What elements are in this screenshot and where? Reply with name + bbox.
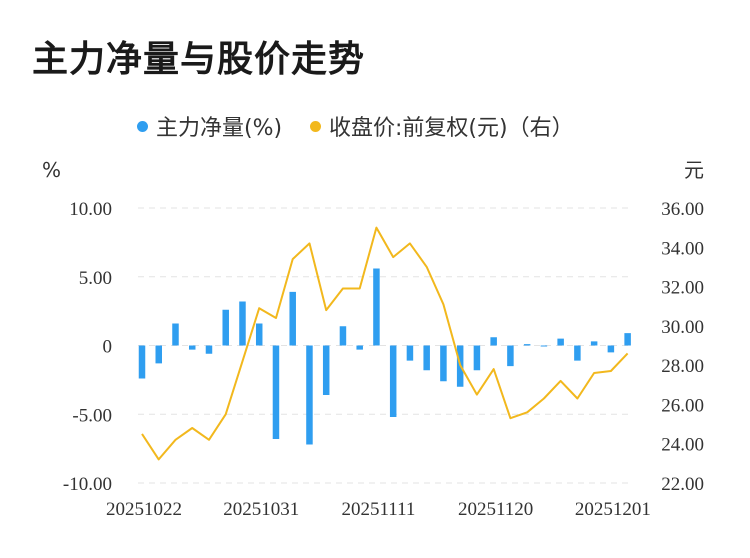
- legend-item-close-price[interactable]: 收盘价:前复权(元)（右）: [310, 110, 574, 142]
- right-tick-label: 22.00: [661, 474, 704, 495]
- right-tick-label: 32.00: [661, 278, 704, 299]
- close-price-line: [141, 226, 629, 461]
- net-volume-bar[interactable]: [172, 323, 179, 346]
- net-volume-bar[interactable]: [523, 344, 531, 346]
- net-volume-bar[interactable]: [473, 345, 481, 371]
- right-tick-label: 26.00: [661, 395, 704, 416]
- net-volume-bar[interactable]: [373, 268, 380, 346]
- x-tick-label: 20251120: [458, 499, 533, 520]
- left-axis-unit: %: [42, 158, 61, 182]
- right-tick-label: 36.00: [661, 199, 704, 220]
- left-tick-label: -10.00: [63, 474, 112, 495]
- net-volume-bar[interactable]: [624, 333, 631, 346]
- net-volume-bar[interactable]: [590, 341, 598, 346]
- net-volume-bar[interactable]: [423, 345, 430, 371]
- legend: 主力净量(%) 收盘价:前复权(元)（右）: [0, 110, 750, 142]
- chart-title: 主力净量与股价走势: [32, 39, 366, 80]
- net-volume-bar[interactable]: [356, 345, 363, 350]
- right-tick-label: 28.00: [661, 356, 704, 377]
- net-volume-bar[interactable]: [272, 345, 280, 440]
- net-volume-bar[interactable]: [339, 326, 347, 346]
- right-tick-label: 34.00: [661, 238, 704, 259]
- x-tick-label: 20251111: [341, 499, 415, 520]
- x-tick-label: 20251031: [223, 499, 299, 520]
- net-volume-bar[interactable]: [440, 345, 447, 382]
- net-volume-bar[interactable]: [188, 345, 196, 350]
- net-volume-bar[interactable]: [222, 309, 229, 346]
- right-tick-label: 30.00: [661, 317, 704, 338]
- right-tick-label: 24.00: [661, 435, 704, 456]
- legend-dot-yellow-icon: [310, 120, 321, 132]
- net-volume-bar[interactable]: [205, 345, 213, 354]
- legend-dot-blue-icon: [137, 120, 148, 132]
- x-tick-label: 20251201: [575, 499, 651, 520]
- net-volume-bar[interactable]: [406, 345, 414, 361]
- left-tick-label: 10.00: [69, 199, 112, 220]
- net-volume-bar[interactable]: [239, 301, 246, 346]
- net-volume-bar[interactable]: [557, 338, 564, 346]
- left-tick-label: -5.00: [72, 405, 112, 426]
- legend-item-net-volume[interactable]: 主力净量(%): [137, 110, 282, 142]
- net-volume-bar[interactable]: [155, 345, 162, 364]
- net-volume-bar[interactable]: [540, 345, 548, 347]
- left-tick-label: 0: [103, 337, 113, 358]
- left-tick-label: 5.00: [79, 268, 112, 289]
- net-volume-bar[interactable]: [574, 345, 581, 361]
- legend-label-net-volume: 主力净量(%): [156, 116, 283, 141]
- net-volume-bar[interactable]: [507, 345, 514, 367]
- x-tick-label: 20251022: [106, 499, 182, 520]
- net-volume-bar[interactable]: [138, 345, 146, 379]
- net-volume-bar[interactable]: [289, 291, 296, 346]
- net-volume-bar[interactable]: [490, 337, 497, 346]
- legend-label-close-price: 收盘价:前复权(元)（右）: [329, 116, 574, 141]
- net-volume-bar[interactable]: [255, 323, 263, 346]
- net-volume-bar[interactable]: [306, 345, 313, 445]
- net-volume-bar[interactable]: [607, 345, 615, 353]
- right-axis-unit: 元: [684, 158, 704, 182]
- net-volume-bar[interactable]: [322, 345, 330, 396]
- net-volume-bar[interactable]: [389, 345, 397, 418]
